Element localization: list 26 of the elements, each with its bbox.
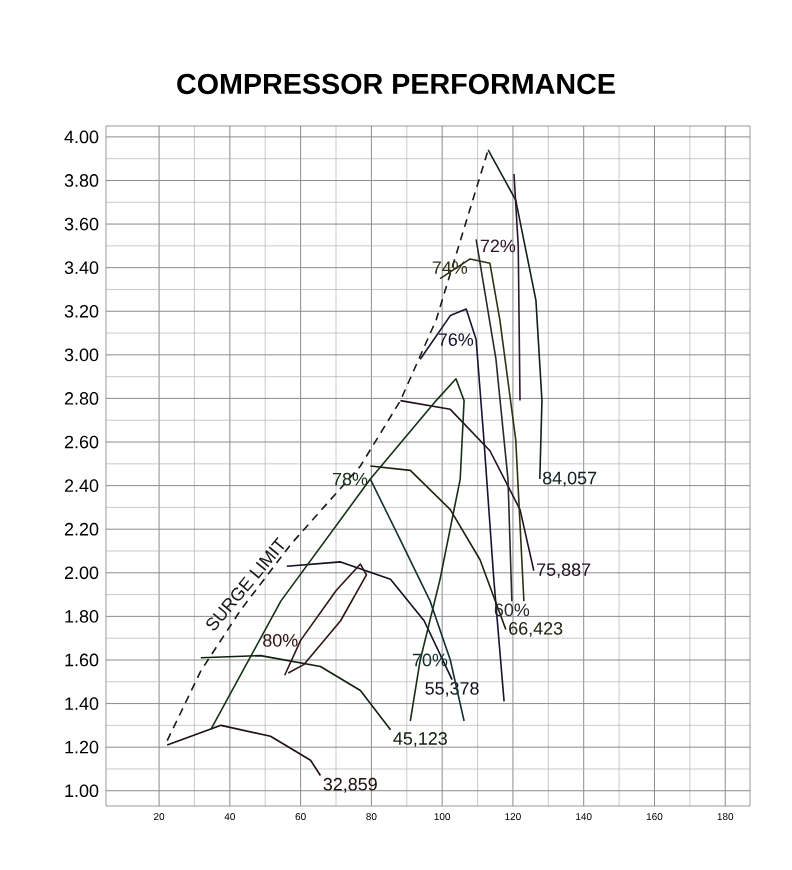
series-label: 32,859 — [323, 777, 377, 793]
y-tick-label: 3.60 — [64, 217, 99, 231]
series-label: 80% — [263, 634, 298, 647]
series-label: 78% — [332, 472, 368, 486]
y-tick-label: 4.00 — [64, 130, 99, 144]
y-tick-label: 2.60 — [64, 435, 99, 449]
y-tick-label: 1.80 — [65, 610, 99, 623]
series-label: 72% — [480, 239, 516, 253]
y-tick-label: 1.60 — [65, 653, 99, 667]
y-tick-label: 3.40 — [64, 261, 99, 275]
series-label: 66,423 — [509, 622, 563, 637]
series-label: 76% — [438, 333, 474, 346]
series-label: 45,123 — [393, 732, 447, 747]
y-tick-label: 3.80 — [64, 174, 99, 187]
y-tick-label: 2.80 — [64, 392, 99, 405]
series-label: 84,057 — [542, 471, 597, 487]
y-tick-label: 2.20 — [64, 522, 99, 536]
y-tick-label: 2.40 — [64, 479, 99, 492]
chart-title: COMPRESSOR PERFORMANCE — [177, 73, 615, 95]
y-tick-label: 1.20 — [65, 740, 99, 754]
series-label: 75,887 — [537, 563, 591, 579]
y-tick-label: 1.40 — [65, 697, 99, 710]
y-tick-label: 2.00 — [64, 566, 99, 580]
y-tick-label: 1.00 — [65, 784, 99, 798]
y-tick-label: 3.00 — [64, 348, 99, 362]
y-tick-label: 3.20 — [64, 304, 99, 318]
